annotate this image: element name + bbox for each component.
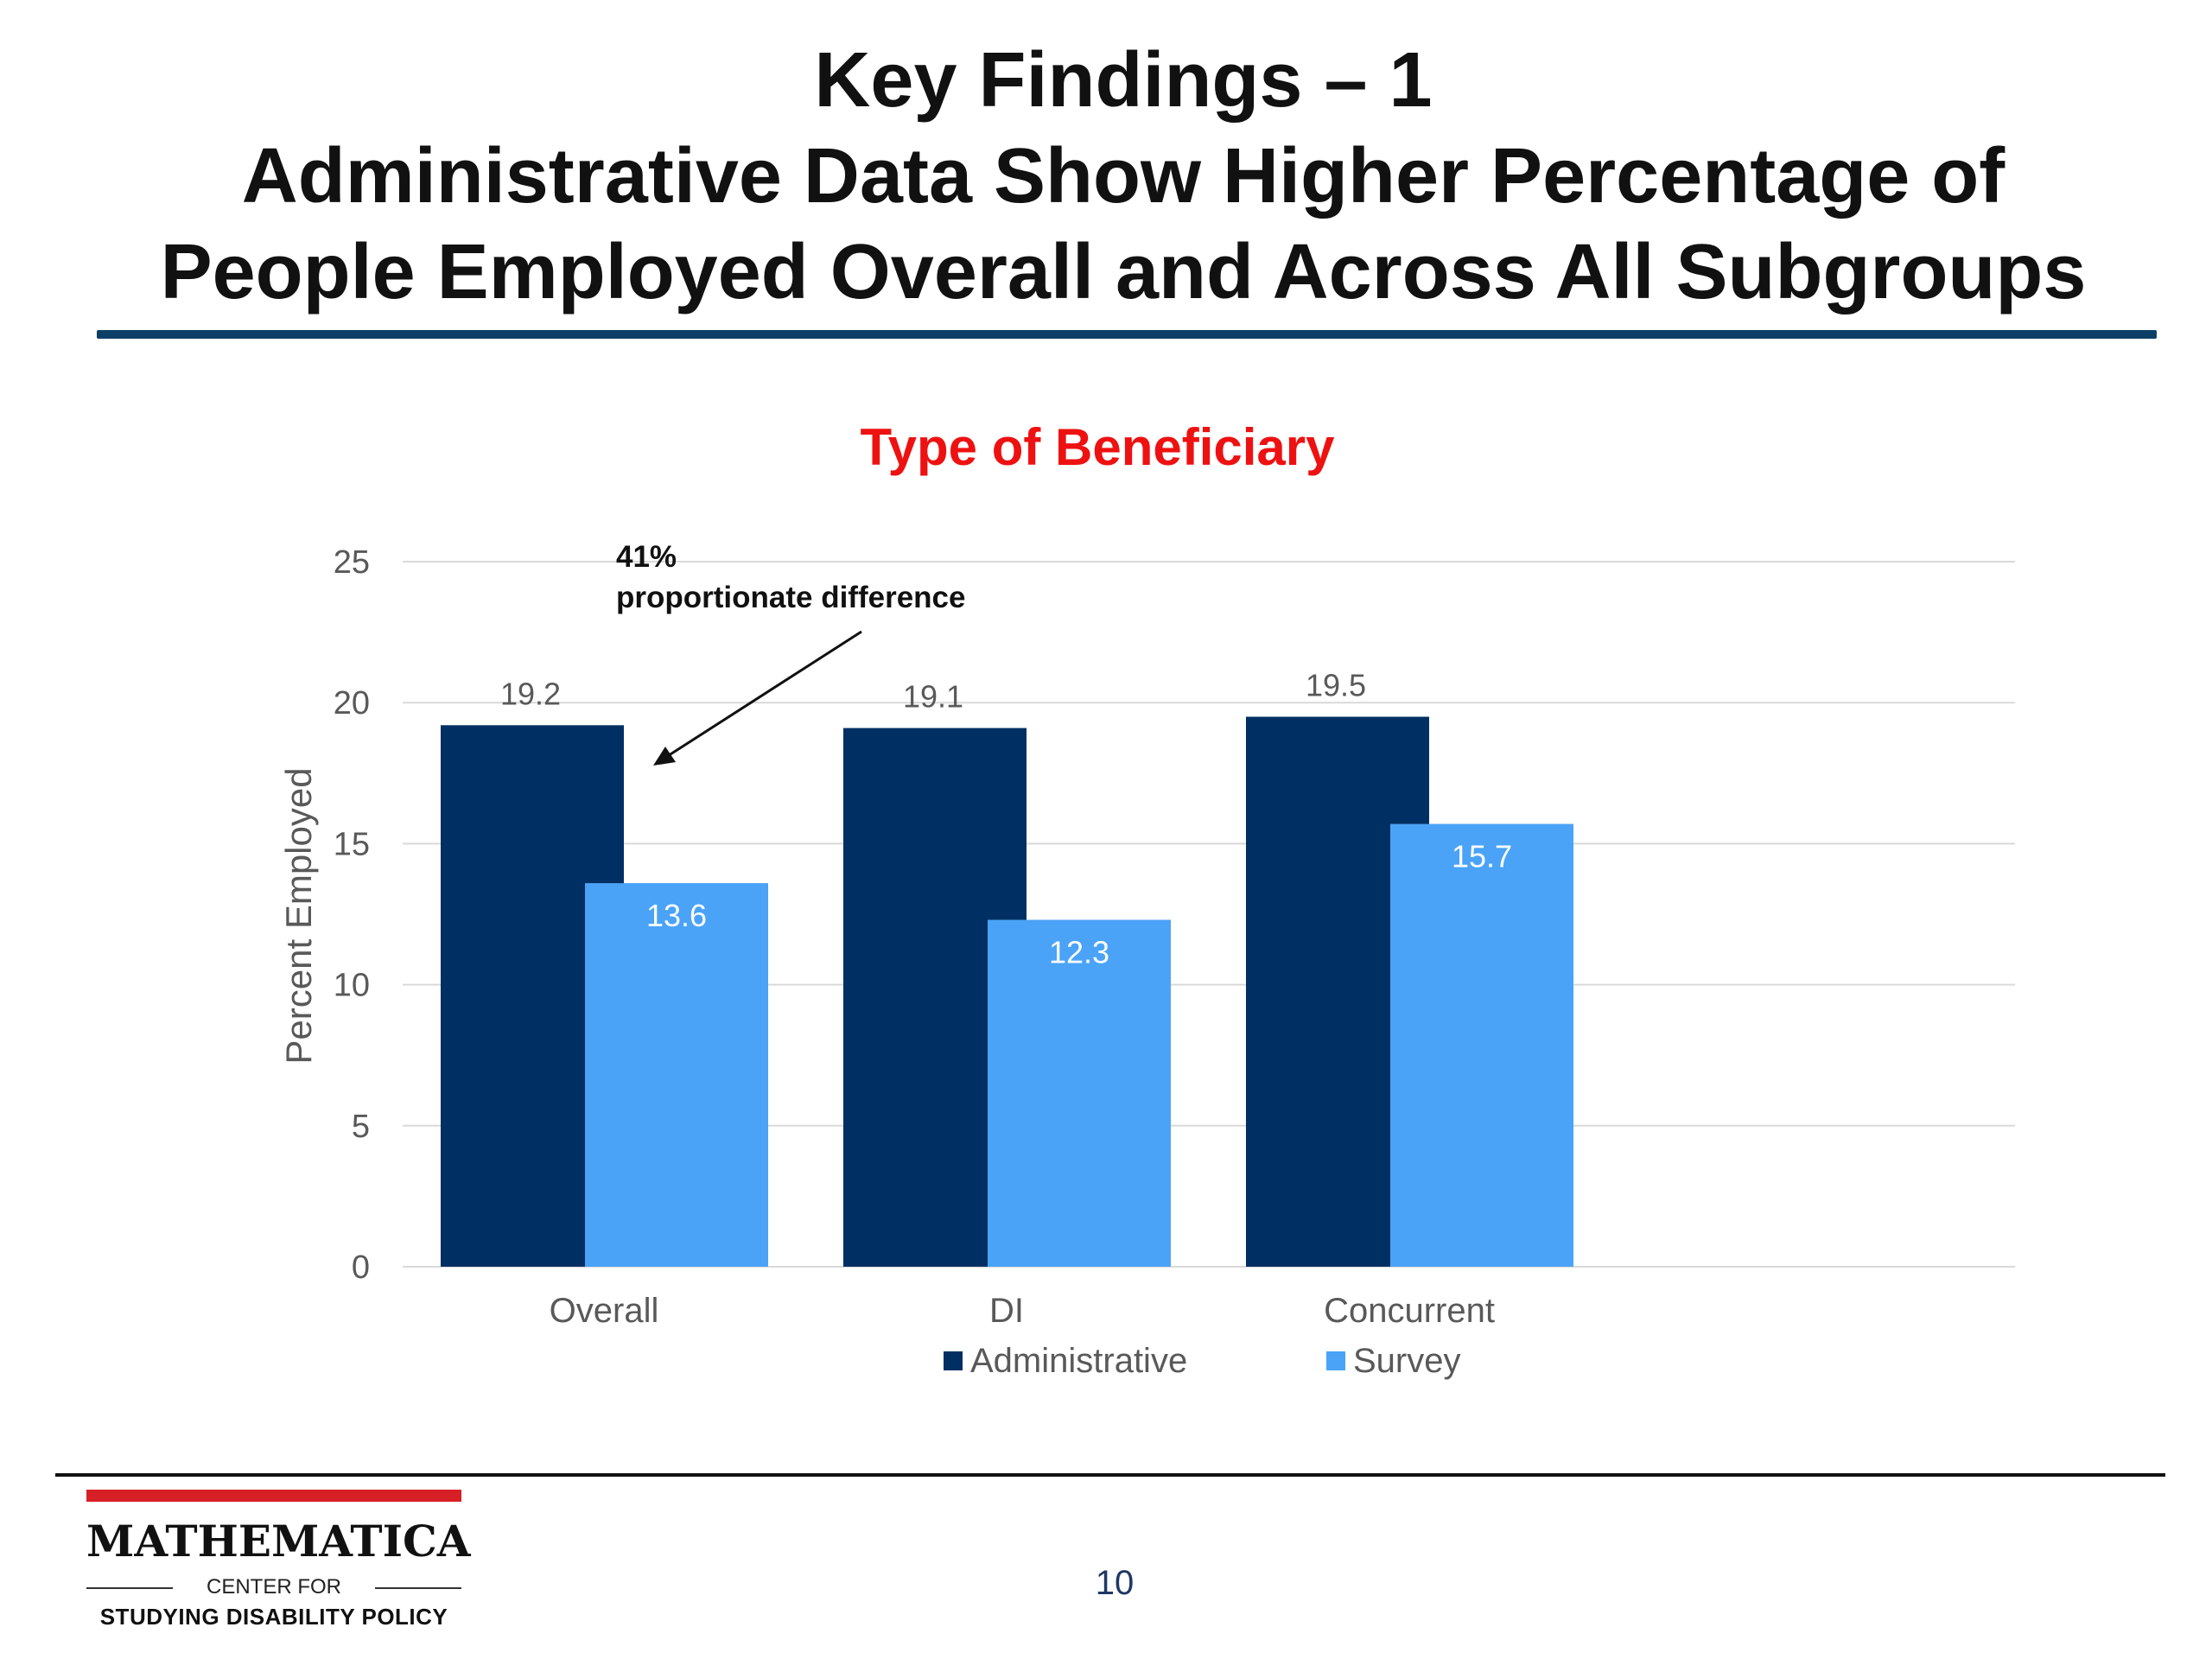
- x-category-label: DI: [989, 1292, 1024, 1330]
- data-label: 19.2: [500, 676, 561, 711]
- annotation-arrow-line: [663, 630, 862, 760]
- slide-title-line-2: Administrative Data Show Higher Percenta…: [241, 133, 2005, 219]
- data-label: 12.3: [1049, 935, 1109, 970]
- y-tick-label: 0: [352, 1249, 370, 1286]
- y-tick-label: 15: [334, 826, 370, 862]
- logo-red-bar: [86, 1490, 461, 1502]
- annotation-arrowhead-icon: [653, 747, 676, 766]
- page-number: 10: [1095, 1564, 1135, 1602]
- logo-rule-left: [86, 1587, 173, 1589]
- legend-swatch-administrative: [944, 1351, 963, 1370]
- chart-title: Type of Beneficiary: [860, 418, 1335, 476]
- mathematica-logo: MATHEMATICA CENTER FOR STUDYING DISABILI…: [86, 1490, 471, 1630]
- data-label: 13.6: [646, 898, 707, 933]
- logo-subtitle-1-text: CENTER FOR: [207, 1575, 341, 1599]
- annotation-line-1: 41%: [616, 540, 677, 574]
- data-label: 19.1: [903, 679, 963, 715]
- bar-chart: Type of Beneficiary Percent Employed 0 5 1…: [278, 418, 2015, 1380]
- y-tick-label: 5: [352, 1109, 370, 1145]
- annotation: 41% proportionate difference: [616, 540, 965, 766]
- legend-label-survey: Survey: [1353, 1342, 1461, 1380]
- data-label: 19.5: [1306, 668, 1366, 703]
- y-tick-label: 20: [334, 685, 370, 721]
- slide-title-line-1: Key Findings – 1: [814, 37, 1433, 124]
- legend: Administrative Survey: [944, 1342, 1461, 1380]
- x-category-label: Concurrent: [1324, 1292, 1495, 1330]
- annotation-line-2: proportionate difference: [616, 581, 965, 614]
- y-axis-ticks: 0 5 10 15 20 25: [334, 544, 370, 1286]
- logo-wordmark: MATHEMATICA: [86, 1516, 471, 1567]
- x-axis-categories: Overall DI Concurrent: [550, 1292, 1495, 1330]
- bar-survey-concurrent: [1390, 823, 1573, 1267]
- y-axis-label: Percent Employed: [278, 767, 319, 1064]
- y-tick-label: 25: [334, 544, 370, 581]
- bar-survey-overall: [585, 883, 768, 1267]
- legend-label-administrative: Administrative: [970, 1342, 1187, 1380]
- x-category-label: Overall: [550, 1292, 659, 1330]
- slide-title-line-3: People Employed Overall and Across All S…: [160, 229, 2087, 315]
- data-label: 15.7: [1452, 839, 1512, 874]
- data-labels: 19.2 13.6 19.1 12.3 19.5 15.7: [500, 668, 1512, 970]
- legend-swatch-survey: [1326, 1351, 1345, 1370]
- footer-rule: [55, 1473, 2165, 1477]
- bars: [441, 716, 1573, 1267]
- logo-subtitle-1: CENTER FOR: [86, 1574, 461, 1600]
- logo-subtitle-2: STUDYING DISABILITY POLICY: [99, 1604, 448, 1630]
- logo-rule-right: [375, 1587, 461, 1589]
- bar-survey-di: [988, 919, 1171, 1267]
- y-tick-label: 10: [334, 968, 370, 1004]
- slide-title: Key Findings – 1 Administrative Data Sho…: [86, 33, 2160, 321]
- title-underline: [97, 330, 2157, 339]
